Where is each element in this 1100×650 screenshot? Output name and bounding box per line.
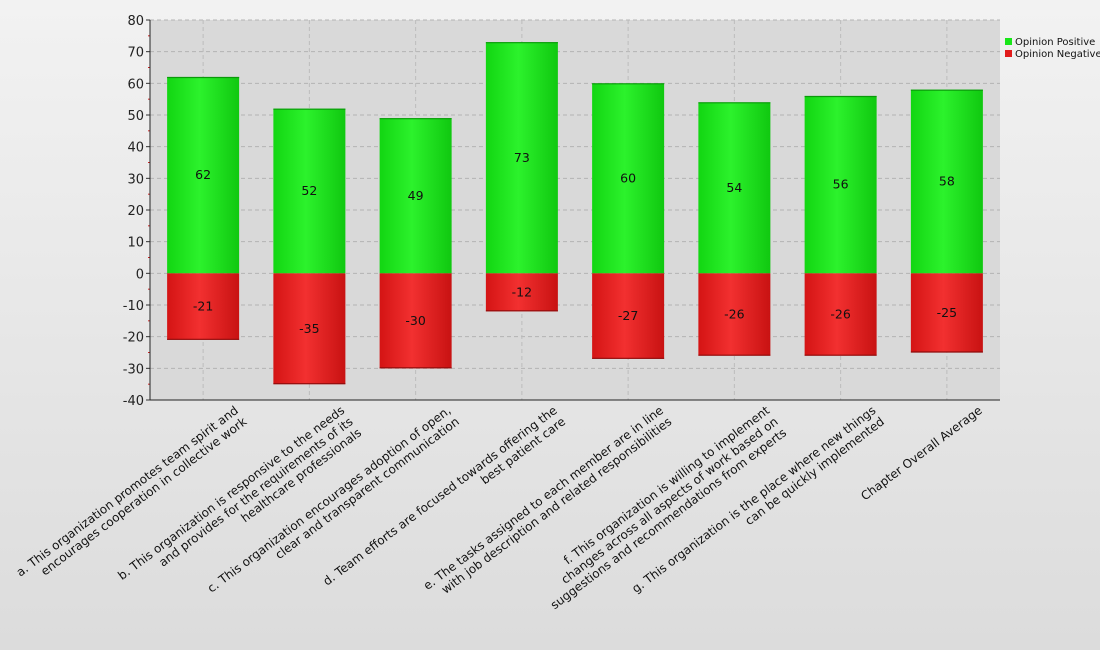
legend-swatch [1005, 50, 1012, 57]
bar-positive [485, 42, 558, 274]
y-tick-label: 80 [127, 14, 144, 29]
legend-swatch [1005, 38, 1012, 45]
y-tick-label: 0 [136, 267, 144, 282]
y-tick-label: -10 [123, 299, 144, 314]
bar-negative-label: -30 [405, 313, 425, 328]
y-tick-label: 40 [127, 141, 144, 156]
bar-positive [910, 89, 983, 274]
bar-negative [273, 273, 346, 385]
bar-negative [910, 273, 983, 353]
bar-negative [167, 273, 240, 340]
y-tick-label: -30 [123, 362, 144, 377]
bar-positive [698, 102, 771, 274]
y-tick-label: 30 [127, 172, 144, 187]
bar-positive-label: 73 [514, 150, 530, 165]
bar-negative-label: -21 [193, 299, 213, 314]
axes [146, 19, 1000, 401]
bar-negative [379, 273, 452, 369]
bar-positive [379, 118, 452, 274]
bar-negative-label: -25 [937, 305, 957, 320]
bar-positive [592, 83, 665, 274]
y-tick-label: 50 [127, 109, 144, 124]
bar-negative-label: -27 [618, 308, 638, 323]
y-tick-label: 10 [127, 236, 144, 251]
bar-negative [485, 273, 558, 312]
bar-negative [592, 273, 665, 359]
bars [167, 42, 983, 385]
y-tick-label: -20 [123, 331, 144, 346]
bar-negative-label: -26 [830, 307, 850, 322]
bar-negative [804, 273, 877, 356]
bar-positive-label: 49 [408, 188, 424, 203]
legend-label: Opinion Negative [1015, 49, 1100, 60]
bar-negative-label: -26 [724, 307, 744, 322]
legend-label: Opinion Positive [1015, 37, 1095, 48]
bar-positive [167, 77, 240, 274]
y-tick-label: 60 [127, 77, 144, 92]
y-tick-label: -40 [123, 394, 144, 409]
y-tick-label: 20 [127, 204, 144, 219]
bar-positive-label: 58 [939, 174, 955, 189]
bar-positive-label: 54 [726, 180, 742, 195]
bar-positive-label: 56 [833, 177, 849, 192]
x-category-label-line: a. This organization promotes team spiri… [14, 403, 241, 579]
bar-positive [273, 108, 346, 274]
bar-negative-label: -35 [299, 321, 319, 336]
bar-positive-label: 60 [620, 170, 636, 185]
y-tick-label: 70 [127, 46, 144, 61]
bar-positive-label: 52 [301, 183, 317, 198]
bar-negative-label: -12 [512, 284, 532, 299]
bar-positive-label: 62 [195, 167, 211, 182]
bar-positive [804, 96, 877, 274]
bar-negative [698, 273, 771, 356]
